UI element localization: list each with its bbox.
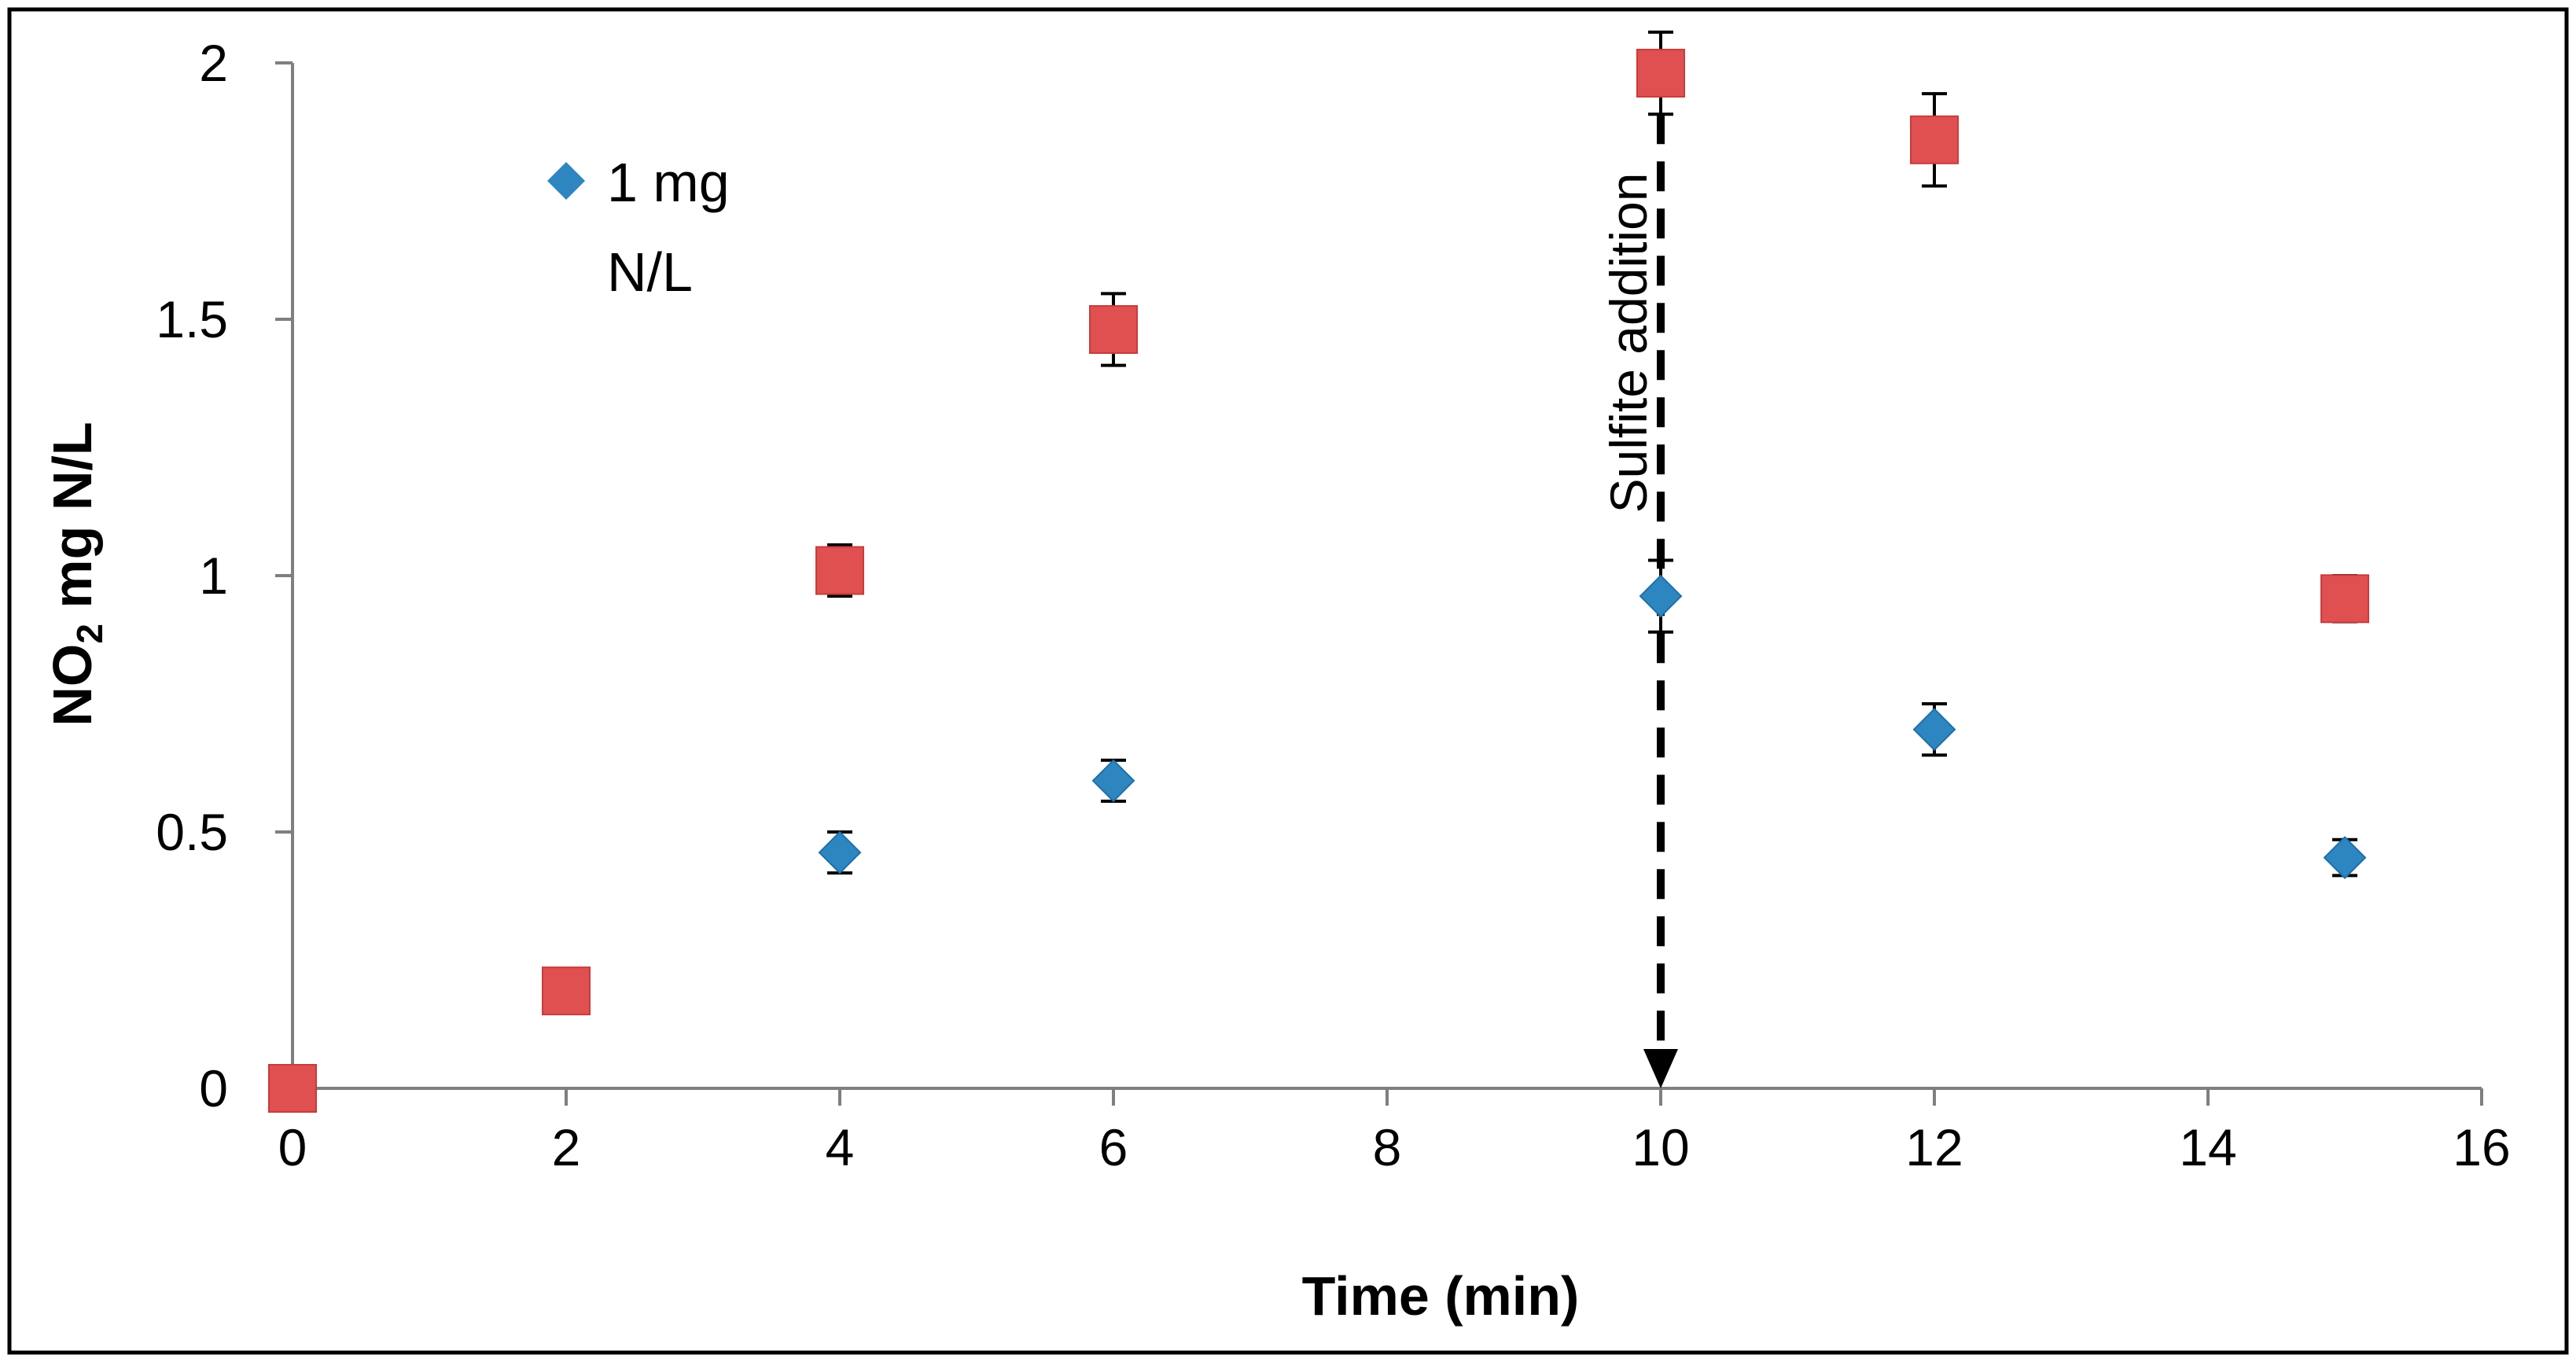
data-point-square — [1636, 49, 1685, 98]
data-point-square — [2320, 574, 2369, 624]
x-tick-label: 2 — [552, 1118, 581, 1176]
x-tick-label: 16 — [2453, 1118, 2510, 1176]
data-series — [268, 30, 2369, 1113]
data-point-square — [1089, 305, 1138, 355]
data-point-diamond — [1912, 708, 1956, 752]
x-tick-label: 10 — [1632, 1118, 1689, 1176]
y-tick-label: 1.5 — [156, 290, 228, 348]
y-axis-title: NO2 mg N/L — [42, 421, 110, 726]
annotation-label: Sulfite addition — [1599, 173, 1658, 514]
y-axis-ticks: 0 0.5 1 1.5 2 — [156, 34, 293, 1117]
x-axis-ticks: 0 2 4 6 8 10 12 14 16 — [278, 1088, 2511, 1176]
data-point-diamond — [1091, 759, 1135, 803]
legend-marker-diamond — [547, 162, 585, 200]
y-tick-label: 2 — [199, 34, 228, 92]
annotation-arrowhead — [1643, 1049, 1678, 1088]
x-tick-label: 12 — [1905, 1118, 1963, 1176]
data-point-square — [268, 1064, 317, 1113]
y-tick-label: 1 — [199, 547, 228, 605]
x-tick-label: 4 — [826, 1118, 855, 1176]
legend: 1 mg N/L — [547, 152, 730, 303]
series-square — [268, 30, 2369, 1113]
chart-frame — [7, 7, 2569, 1355]
data-point-square — [542, 966, 591, 1016]
x-tick-label: 14 — [2179, 1118, 2236, 1176]
x-tick-label: 8 — [1373, 1118, 1402, 1176]
sulfite-annotation: Sulfite addition — [1599, 114, 1678, 1088]
y-axis-title-rest: mg N/L — [42, 421, 103, 624]
y-tick-label: 0 — [199, 1059, 228, 1117]
y-axis-title-main: NO — [42, 644, 103, 727]
x-tick-label: 0 — [278, 1118, 307, 1176]
x-tick-label: 6 — [1099, 1118, 1128, 1176]
legend-label: N/L — [607, 241, 693, 303]
legend-label: 1 mg — [607, 152, 730, 213]
data-point-diamond — [1639, 574, 1683, 618]
data-point-square — [1910, 115, 1959, 164]
y-axis-title-subscript: 2 — [69, 624, 110, 644]
series-diamond — [818, 558, 2367, 880]
x-axis-title: Time (min) — [1302, 1265, 1580, 1327]
data-point-square — [815, 546, 864, 595]
data-point-diamond — [2323, 836, 2367, 880]
y-tick-label: 0.5 — [156, 803, 228, 861]
data-point-diamond — [818, 830, 862, 874]
